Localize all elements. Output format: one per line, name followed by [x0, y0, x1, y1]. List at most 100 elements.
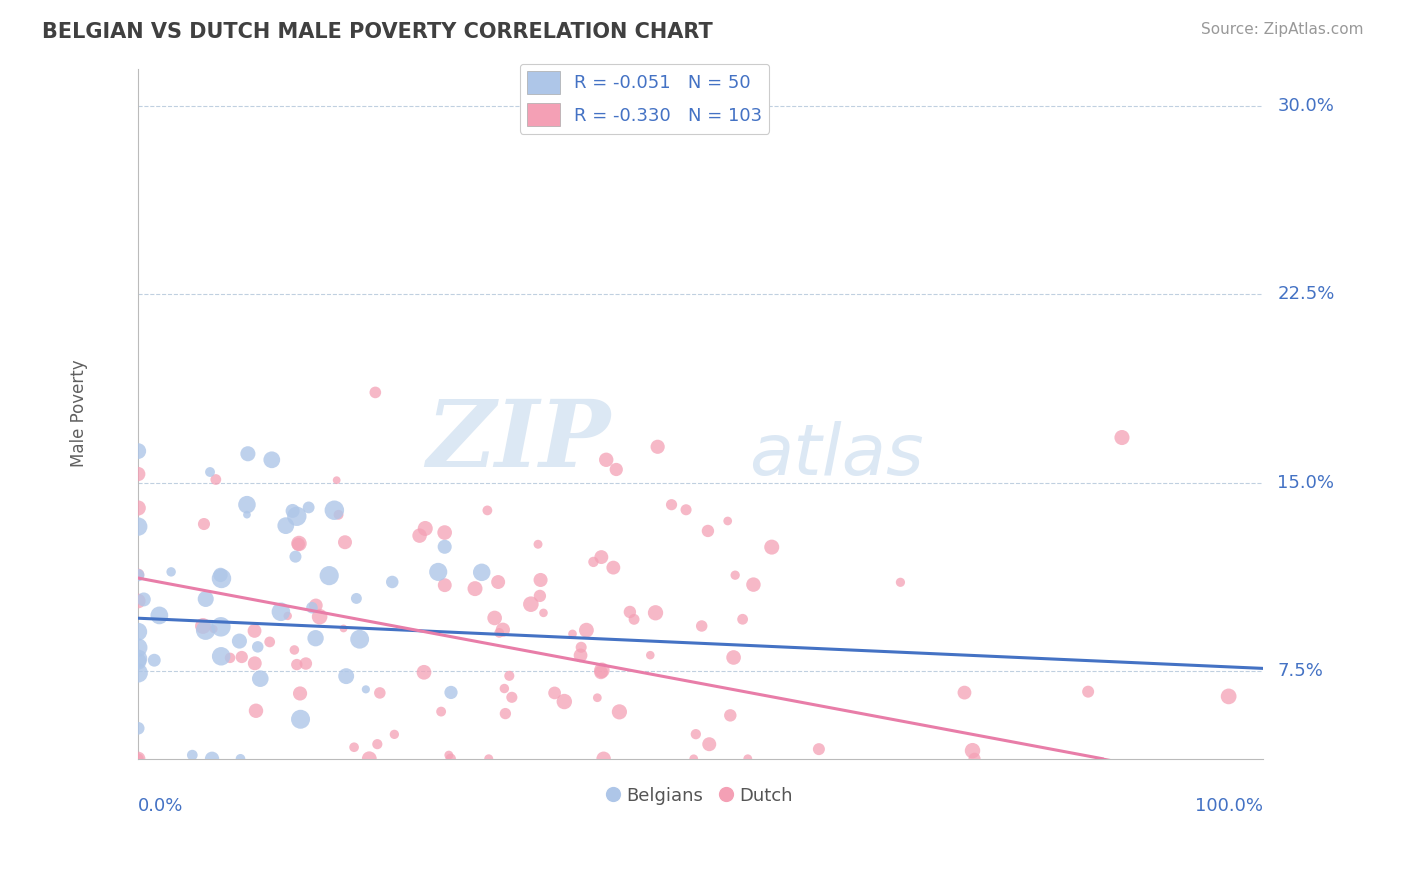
Point — [260, 452, 283, 467]
Point — [561, 627, 583, 641]
Point — [270, 605, 292, 619]
Point — [553, 694, 575, 708]
Point — [284, 549, 307, 564]
Legend: Belgians, Dutch: Belgians, Dutch — [602, 780, 800, 812]
Point — [127, 444, 149, 458]
Point — [486, 574, 509, 589]
Point — [201, 752, 224, 766]
Point — [1218, 690, 1240, 704]
Point — [591, 550, 613, 565]
Point — [478, 752, 501, 766]
Point — [685, 727, 707, 741]
Point — [623, 612, 645, 626]
Text: 100.0%: 100.0% — [1195, 797, 1264, 814]
Point — [364, 385, 387, 400]
Point — [440, 752, 463, 766]
Point — [181, 748, 204, 763]
Point — [427, 565, 450, 579]
Point — [127, 665, 149, 680]
Point — [520, 597, 543, 611]
Point — [191, 619, 214, 633]
Point — [318, 568, 340, 582]
Point — [1111, 431, 1133, 445]
Point — [527, 537, 550, 551]
Point — [344, 591, 367, 606]
Point — [381, 574, 404, 589]
Point — [359, 752, 381, 766]
Point — [471, 566, 494, 580]
Point — [569, 648, 592, 663]
Point — [675, 502, 697, 516]
Point — [962, 744, 984, 758]
Point — [349, 632, 371, 647]
Point — [301, 600, 323, 615]
Point — [440, 685, 463, 699]
Point — [724, 568, 747, 582]
Point — [382, 727, 405, 741]
Point — [193, 516, 215, 531]
Point — [484, 611, 506, 625]
Point — [477, 503, 499, 517]
Point — [595, 452, 617, 467]
Text: BELGIAN VS DUTCH MALE POVERTY CORRELATION CHART: BELGIAN VS DUTCH MALE POVERTY CORRELATIO… — [42, 22, 713, 42]
Point — [723, 650, 745, 665]
Point — [543, 686, 565, 700]
Point — [209, 620, 232, 634]
Point — [229, 752, 252, 766]
Text: 22.5%: 22.5% — [1278, 285, 1334, 303]
Point — [228, 634, 250, 648]
Point — [640, 648, 662, 663]
Point — [148, 608, 170, 623]
Point — [575, 623, 598, 637]
Point — [323, 503, 346, 517]
Point — [236, 447, 259, 461]
Point — [143, 653, 166, 667]
Point — [127, 467, 149, 481]
Point — [807, 742, 830, 756]
Point — [281, 504, 304, 518]
Point — [198, 465, 221, 479]
Point — [202, 622, 225, 636]
Point — [343, 740, 366, 755]
Point — [501, 690, 523, 705]
Point — [605, 462, 627, 476]
Point — [690, 619, 713, 633]
Point — [433, 578, 456, 592]
Point — [589, 665, 612, 680]
Point — [305, 599, 328, 613]
Point — [742, 577, 765, 591]
Point — [737, 752, 759, 766]
Point — [437, 748, 460, 763]
Text: Source: ZipAtlas.com: Source: ZipAtlas.com — [1201, 22, 1364, 37]
Point — [586, 690, 609, 705]
Point — [283, 643, 305, 657]
Point — [127, 624, 149, 639]
Point — [127, 654, 149, 668]
Point — [591, 663, 613, 677]
Point — [194, 591, 217, 606]
Point — [661, 498, 683, 512]
Point — [209, 568, 232, 582]
Point — [333, 535, 356, 549]
Point — [127, 721, 149, 735]
Point — [249, 672, 271, 686]
Point — [889, 575, 911, 590]
Point — [697, 737, 720, 751]
Point — [295, 657, 318, 671]
Point — [761, 540, 783, 554]
Point — [285, 657, 308, 672]
Point — [366, 737, 388, 751]
Point — [127, 752, 149, 766]
Point — [231, 650, 253, 665]
Point — [209, 649, 232, 664]
Point — [274, 518, 297, 533]
Point — [290, 712, 312, 726]
Point — [332, 622, 354, 636]
Text: Male Poverty: Male Poverty — [70, 359, 87, 467]
Point — [236, 498, 259, 512]
Text: 7.5%: 7.5% — [1278, 662, 1323, 680]
Point — [413, 521, 436, 535]
Text: 0.0%: 0.0% — [138, 797, 184, 814]
Point — [288, 686, 311, 700]
Point — [464, 582, 486, 596]
